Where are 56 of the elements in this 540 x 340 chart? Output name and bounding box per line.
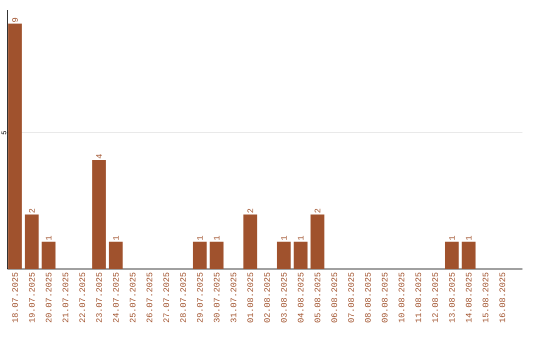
x-tick-label: 18.07.2025: [12, 272, 18, 322]
x-tick-label: 09.08.2025: [382, 272, 388, 322]
x-tick-label: 30.07.2025: [214, 272, 220, 322]
data-label: 1: [214, 236, 220, 240]
data-label: 1: [449, 236, 455, 240]
bar: [8, 24, 22, 269]
bar: [243, 214, 258, 269]
x-tick-label: 27.07.2025: [163, 272, 170, 322]
data-label: 2: [247, 208, 254, 213]
bar: [444, 242, 459, 269]
bar: [210, 242, 224, 269]
x-tick-label: 29.07.2025: [196, 272, 203, 322]
bar: [24, 214, 39, 269]
data-label: 1: [298, 236, 304, 240]
x-tick-label: 06.08.2025: [331, 272, 338, 322]
bar: [310, 214, 324, 269]
x-tick-label: 16.08.2025: [499, 272, 506, 322]
x-tick-label: 23.07.2025: [96, 272, 102, 322]
data-label: 1: [466, 236, 472, 240]
data-label: 9: [12, 18, 18, 22]
data-label: 2: [314, 208, 320, 213]
x-tick-label: 05.08.2025: [314, 272, 320, 322]
x-tick-label: 10.08.2025: [398, 272, 404, 322]
x-tick-label: 15.08.2025: [482, 272, 488, 322]
x-tick-label: 26.07.2025: [146, 272, 152, 322]
x-tick-label: 31.07.2025: [230, 272, 236, 322]
bar: [294, 242, 308, 269]
bar: [108, 242, 123, 269]
x-tick-label: 11.08.2025: [415, 272, 422, 322]
bar: [92, 160, 106, 269]
x-tick-label: 04.08.2025: [298, 272, 304, 322]
x-tick-label: 22.07.2025: [79, 272, 86, 322]
x-tick-label: 12.08.2025: [432, 272, 438, 322]
data-label: 1: [46, 236, 52, 240]
data-label: 1: [281, 236, 287, 240]
data-label: 1: [113, 236, 119, 240]
data-label: 1: [197, 236, 203, 240]
x-tick-label: 02.08.2025: [264, 272, 270, 322]
x-tick-label: 24.07.2025: [112, 272, 119, 322]
x-tick-label: 28.07.2025: [180, 272, 186, 322]
x-tick-label: 13.08.2025: [448, 272, 455, 322]
data-label: 2: [28, 208, 35, 213]
bar: [192, 242, 207, 269]
x-tick-label: 20.07.2025: [46, 272, 52, 322]
x-tick-label: 03.08.2025: [280, 272, 287, 322]
x-tick-label: 08.08.2025: [364, 272, 371, 322]
x-tick-label: 01.08.2025: [247, 272, 254, 322]
x-tick-label: 19.07.2025: [28, 272, 35, 322]
bar: [462, 242, 476, 269]
x-tick-label: 21.07.2025: [62, 272, 68, 322]
x-tick-label: 25.07.2025: [130, 272, 136, 322]
bar: [276, 242, 291, 269]
x-tick-label: 07.08.2025: [348, 272, 354, 322]
x-tick-label: 14.08.2025: [466, 272, 472, 322]
data-label: 4: [96, 154, 102, 158]
bar: [42, 242, 56, 269]
